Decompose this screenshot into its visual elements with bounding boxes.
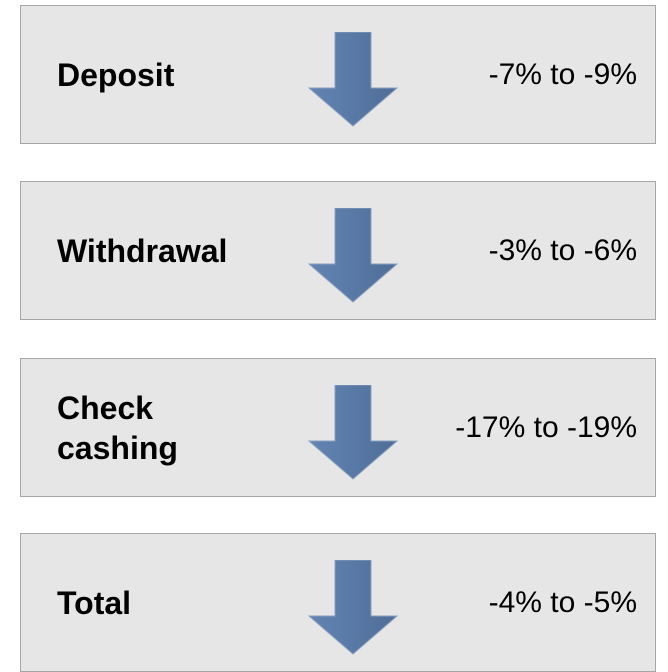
- arrow-shape: [307, 559, 399, 655]
- row-range: -17% to -19%: [455, 410, 637, 444]
- down-arrow: [305, 559, 401, 661]
- down-arrow: [305, 384, 401, 486]
- arrow-icon: [307, 31, 399, 127]
- row-range: -3% to -6%: [488, 233, 637, 267]
- down-arrow: [305, 31, 401, 133]
- arrow-shape: [307, 384, 399, 480]
- row-label: Total: [57, 584, 132, 621]
- arrow-icon: [307, 384, 399, 480]
- arrow-icon: [307, 207, 399, 303]
- row-box: Total -4% to -5%: [20, 533, 656, 672]
- row-label: Deposit: [57, 56, 175, 93]
- arrow-shape: [307, 31, 399, 127]
- down-arrow: [305, 207, 401, 309]
- row-label: Withdrawal: [57, 232, 228, 269]
- row-range: -7% to -9%: [488, 57, 637, 91]
- row-range: -4% to -5%: [488, 585, 637, 619]
- arrow-shape: [307, 207, 399, 303]
- row-box: Check cashing -17% to -19%: [20, 358, 656, 497]
- row-box: Withdrawal -3% to -6%: [20, 181, 656, 320]
- row-label: Check cashing: [57, 389, 178, 466]
- row-box: Deposit -7% to -9%: [20, 5, 656, 144]
- arrow-icon: [307, 559, 399, 655]
